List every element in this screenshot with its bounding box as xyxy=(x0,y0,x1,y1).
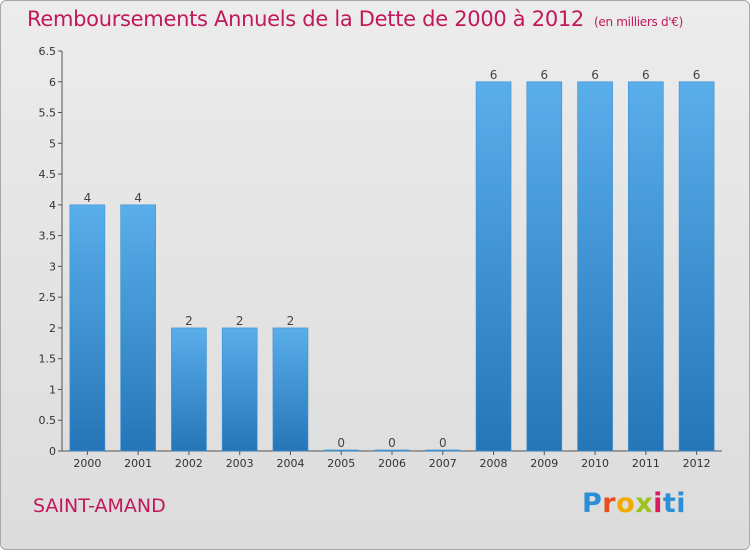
bar-2005 xyxy=(323,449,360,452)
bar-value-labels: 4 4 2 2 2 0 0 0 6 6 6 6 6 xyxy=(84,68,701,450)
y-tick-label: 2.5 xyxy=(39,291,57,304)
bar-2006 xyxy=(374,449,410,452)
bar-value-label-2008: 6 xyxy=(490,68,498,82)
x-tick-label: 2008 xyxy=(480,457,508,470)
x-tick-label: 2011 xyxy=(632,457,660,470)
x-tick-label: 2001 xyxy=(124,457,152,470)
chart-title-text: Remboursements Annuels de la Dette de 20… xyxy=(27,7,584,31)
logo-letter: P xyxy=(582,488,603,519)
bar-value-label-2005: 0 xyxy=(337,436,345,450)
logo-letter: o xyxy=(616,488,636,519)
x-tick-label: 2004 xyxy=(276,457,304,470)
town-name: SAINT-AMAND xyxy=(33,495,166,517)
x-tick-label: 2000 xyxy=(73,457,101,470)
chart-title: Remboursements Annuels de la Dette de 20… xyxy=(27,7,683,31)
bar-2011 xyxy=(628,81,664,452)
x-tick-label: 2005 xyxy=(327,457,355,470)
bar-2004 xyxy=(272,327,309,452)
bar-2008 xyxy=(475,81,512,452)
x-tick-label: 2012 xyxy=(683,457,711,470)
x-tick-label: 2006 xyxy=(378,457,406,470)
bar-value-label-2002: 2 xyxy=(185,314,193,328)
bar-value-label-2007: 0 xyxy=(439,436,447,450)
y-axis: 0 0.5 1 1.5 2 2.5 3 3.5 4 4.5 5 5.5 6 6.5 xyxy=(39,45,63,458)
x-tick-label: 2010 xyxy=(581,457,609,470)
y-tick-label: 6 xyxy=(49,76,56,89)
y-tick-label: 0.5 xyxy=(39,414,57,427)
bar-value-label-2009: 6 xyxy=(540,68,548,82)
bar-value-label-2004: 2 xyxy=(287,314,295,328)
bar-value-label-2006: 0 xyxy=(388,436,396,450)
x-tick-label: 2009 xyxy=(530,457,558,470)
bar-value-label-2011: 6 xyxy=(642,68,650,82)
y-tick-label: 5 xyxy=(49,137,56,150)
y-tick-label: 5.5 xyxy=(39,107,57,120)
y-tick-label: 2 xyxy=(49,322,56,335)
bar-value-label-2003: 2 xyxy=(236,314,244,328)
y-tick-label: 6.5 xyxy=(39,45,57,58)
bar-2002 xyxy=(171,327,207,452)
chart-subtitle: (en milliers d'€) xyxy=(594,15,684,29)
y-tick-label: 4 xyxy=(49,199,56,212)
proxiti-logo: Proxiti xyxy=(582,488,686,519)
y-tick-label: 4.5 xyxy=(39,168,57,181)
logo-letter: x xyxy=(635,488,654,519)
bars xyxy=(69,81,715,452)
bar-value-label-2001: 4 xyxy=(134,191,142,205)
logo-letter: ti xyxy=(662,488,687,519)
y-tick-label: 0 xyxy=(49,445,56,458)
bar-value-label-2000: 4 xyxy=(84,191,92,205)
x-tick-label: 2003 xyxy=(226,457,254,470)
bar-2007 xyxy=(424,449,461,452)
bar-2001 xyxy=(120,204,156,452)
bar-2000 xyxy=(69,204,106,452)
logo-letter: i xyxy=(653,488,663,519)
y-tick-label: 1 xyxy=(49,383,56,396)
bar-2010 xyxy=(577,81,613,452)
bar-value-label-2010: 6 xyxy=(591,68,599,82)
y-tick-label: 3.5 xyxy=(39,230,57,243)
bar-2003 xyxy=(221,327,258,452)
bar-2009 xyxy=(526,81,563,452)
x-tick-label: 2007 xyxy=(429,457,457,470)
x-tick-label: 2002 xyxy=(175,457,203,470)
y-tick-label: 1.5 xyxy=(39,353,57,366)
y-tick-label: 3 xyxy=(49,260,56,273)
bar-2012 xyxy=(678,81,715,452)
x-axis: 2000 2001 2002 2003 2004 2005 2006 2007 2008 2009… xyxy=(62,450,722,470)
bar-value-label-2012: 6 xyxy=(693,68,701,82)
logo-letter: r xyxy=(602,488,617,519)
